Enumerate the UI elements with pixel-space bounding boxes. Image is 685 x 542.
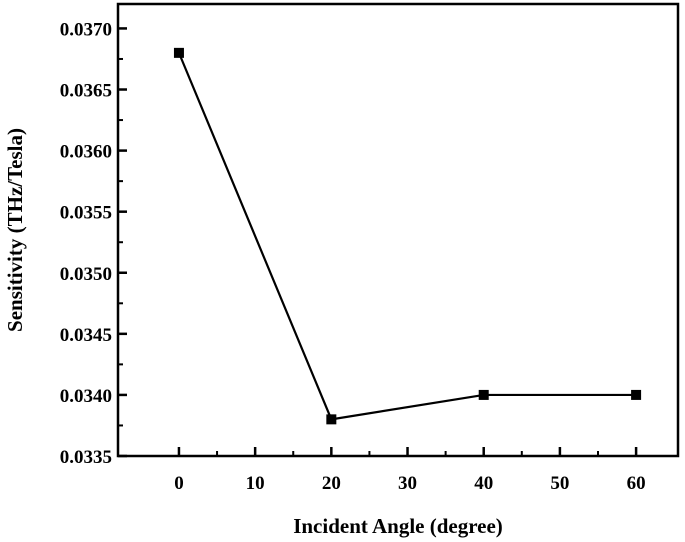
plot-frame xyxy=(116,2,680,458)
y-tick-label: 0.0370 xyxy=(60,19,112,40)
y-tick-label: 0.0355 xyxy=(60,203,112,224)
x-tick-label: 0 xyxy=(174,473,184,494)
y-tick-label: 0.0340 xyxy=(60,386,112,407)
y-tick-label: 0.0335 xyxy=(60,447,112,468)
data-point-marker xyxy=(478,389,489,400)
x-tick-label: 50 xyxy=(550,473,569,494)
x-axis-ticks: 0 10 20 30 40 50 60 xyxy=(174,447,646,494)
y-tick-label: 0.0350 xyxy=(60,264,112,285)
x-tick-label: 40 xyxy=(474,473,493,494)
y-tick-label: 0.0345 xyxy=(60,325,112,346)
data-point-marker xyxy=(631,389,642,400)
x-tick-label: 60 xyxy=(627,473,646,494)
x-axis-title: Incident Angle (degree) xyxy=(293,514,503,538)
data-point-marker xyxy=(173,47,184,58)
x-tick-label: 20 xyxy=(322,473,341,494)
y-axis-ticks: 0.0335 0.0340 0.0345 0.0350 0.0355 0.0360 0.03… xyxy=(60,19,127,468)
y-tick-label: 0.0360 xyxy=(60,142,112,163)
y-axis-title: Sensitivity (THz/Tesla) xyxy=(3,128,27,332)
x-tick-label: 10 xyxy=(246,473,265,494)
data-point-marker xyxy=(326,414,337,425)
series-line xyxy=(177,52,637,421)
x-tick-label: 30 xyxy=(398,473,417,494)
series-layer xyxy=(173,47,642,425)
y-tick-label: 0.0365 xyxy=(60,81,112,102)
